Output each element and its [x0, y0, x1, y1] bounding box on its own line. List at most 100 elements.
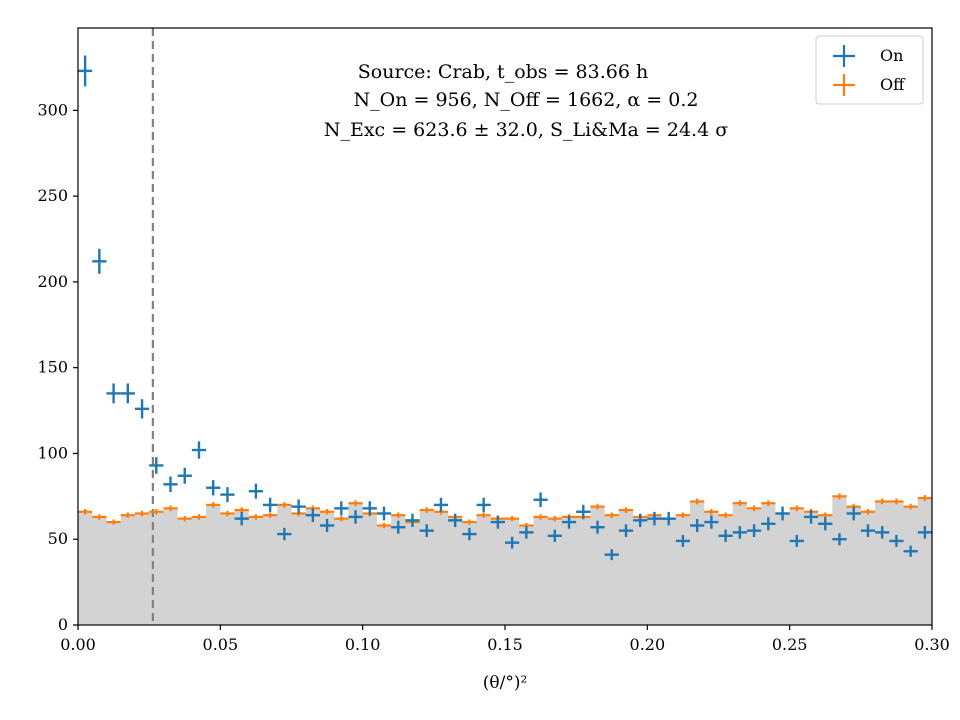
off-point	[134, 510, 150, 517]
x-tick-label: 0.15	[487, 635, 523, 654]
off-point	[875, 498, 890, 505]
on-point	[263, 497, 278, 513]
off-point	[832, 493, 847, 500]
off-point	[547, 515, 562, 522]
on-point	[846, 506, 861, 521]
on-point	[505, 536, 520, 549]
x-tick-label: 0.30	[914, 635, 950, 654]
off-point	[618, 507, 634, 513]
off-point	[163, 505, 178, 512]
on-point	[889, 534, 904, 547]
off-point	[533, 514, 548, 520]
off-point	[889, 498, 904, 505]
on-point	[163, 476, 178, 493]
off-point	[917, 495, 932, 502]
off-point	[92, 514, 107, 520]
on-point	[875, 526, 890, 539]
off-point	[277, 502, 292, 508]
series	[78, 55, 932, 561]
on-point	[362, 501, 377, 516]
on-point	[433, 497, 449, 513]
off-point	[334, 515, 349, 522]
on-point	[604, 549, 619, 561]
x-axis-label: (θ/°)²	[483, 673, 528, 693]
on-point	[106, 383, 121, 404]
y-tick-label: 100	[37, 443, 68, 462]
on-point	[291, 499, 306, 514]
on-point	[647, 511, 662, 526]
on-point	[675, 534, 691, 547]
annotation-line-2: N_On = 956, N_Off = 1662, α = 0.2	[354, 89, 699, 111]
legend-marker-on	[833, 45, 855, 67]
off-point	[462, 519, 477, 525]
on-point	[149, 457, 164, 474]
x-tick-label: 0.20	[630, 635, 666, 654]
on-point	[590, 520, 605, 534]
on-point	[376, 506, 392, 521]
on-point	[191, 441, 207, 459]
on-point	[476, 497, 491, 513]
y-axis: 0 50 100 150 200 250 300	[37, 100, 78, 634]
on-point	[319, 518, 335, 533]
y-tick-label: 200	[37, 272, 68, 291]
on-point	[576, 504, 591, 519]
on-point	[732, 526, 747, 539]
off-point	[177, 515, 192, 522]
on-point	[220, 487, 235, 503]
on-point	[519, 526, 534, 539]
off-point	[718, 512, 733, 518]
annotation-line-1: Source: Crab, t_obs = 83.66 h	[358, 61, 648, 83]
on-point	[405, 513, 420, 528]
on-point	[348, 510, 363, 524]
on-point	[334, 501, 349, 516]
on-point	[789, 534, 804, 547]
off-point	[761, 500, 776, 507]
off-point	[860, 508, 876, 515]
on-point	[917, 526, 932, 539]
on-point	[618, 524, 634, 538]
off-point	[149, 508, 164, 515]
on-point	[305, 508, 320, 523]
on-point	[78, 55, 93, 87]
off-point	[106, 519, 121, 525]
off-point	[903, 503, 918, 510]
on-point	[775, 506, 790, 521]
on-point	[761, 517, 776, 531]
off-point	[675, 512, 691, 518]
on-point	[561, 515, 577, 529]
on-point	[860, 524, 876, 538]
plot-area	[78, 496, 932, 625]
legend-marker-off	[833, 74, 855, 96]
off-point	[120, 512, 135, 518]
x-tick-label: 0.00	[60, 635, 96, 654]
legend: On Off	[815, 35, 924, 105]
off-point	[818, 512, 833, 518]
off-histogram-fill	[78, 496, 932, 625]
on-point	[92, 248, 107, 274]
on-point	[903, 545, 918, 557]
on-point	[120, 383, 135, 404]
on-point	[277, 527, 292, 541]
on-point	[832, 533, 847, 546]
off-point	[505, 515, 520, 522]
y-tick-label: 250	[37, 186, 68, 205]
on-point	[134, 399, 150, 419]
legend-label-on: On	[880, 46, 903, 65]
off-point	[348, 500, 363, 507]
on-point	[490, 515, 505, 529]
on-point	[419, 524, 434, 538]
x-tick-label: 0.05	[203, 635, 239, 654]
off-point	[746, 505, 762, 512]
off-point	[376, 522, 392, 529]
off-point	[604, 512, 619, 518]
on-point	[248, 483, 264, 499]
on-point	[547, 529, 562, 542]
on-point	[803, 510, 819, 524]
on-point	[661, 511, 676, 526]
on-point	[533, 492, 548, 508]
off-point	[419, 507, 434, 513]
annotation-line-3: N_Exc = 623.6 ± 32.0, S_Li&Ma = 24.4 σ	[324, 119, 728, 141]
on-point	[633, 513, 648, 528]
on-point	[462, 527, 477, 541]
